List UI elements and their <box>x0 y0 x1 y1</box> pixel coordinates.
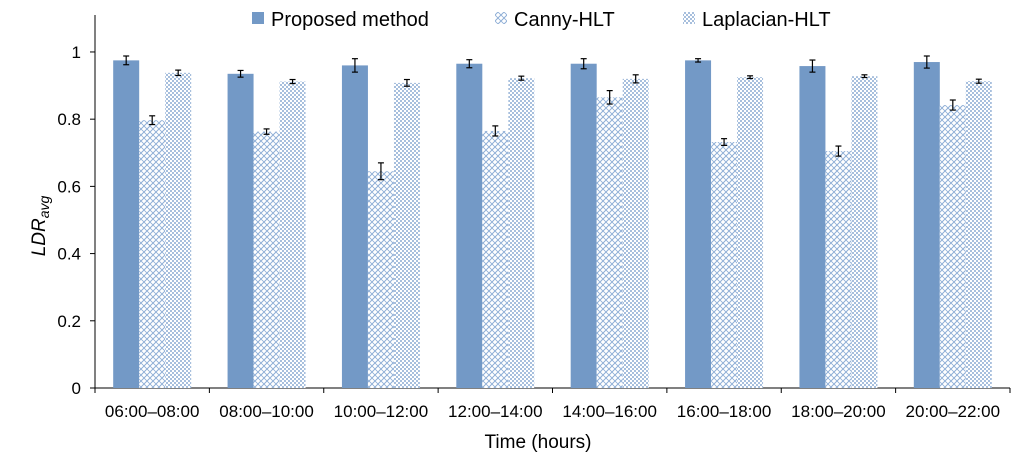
bars <box>113 60 992 389</box>
bar-canny-hlt <box>939 105 966 389</box>
x-axis-title: Time (hours) <box>485 432 592 453</box>
bar-laplacian-hlt <box>622 78 649 388</box>
y-tick-labels: 0 0.2 0.4 0.6 0.8 1 <box>57 43 81 398</box>
legend-label-laplacian-hlt: Laplacian-HLT <box>702 9 831 31</box>
bar-laplacian-hlt <box>737 77 764 389</box>
y-tick-label: 0.8 <box>57 110 81 129</box>
bar-laplacian-hlt <box>165 72 192 389</box>
legend-swatch-laplacian-hlt <box>683 12 695 24</box>
x-tick-label: 10:00–12:00 <box>334 402 429 421</box>
legend: Proposed method Canny-HLT Laplacian-HLT <box>252 9 831 31</box>
y-tick-label: 1 <box>72 43 81 62</box>
bar-laplacian-hlt <box>279 81 306 389</box>
bar-proposed-method <box>685 60 712 388</box>
bar-canny-hlt <box>711 142 738 388</box>
x-tick-label: 14:00–16:00 <box>562 402 657 421</box>
bar-laplacian-hlt <box>851 76 878 388</box>
y-tick-label: 0.4 <box>57 245 81 264</box>
bar-laplacian-hlt <box>393 82 420 389</box>
y-axis-title-subscript: avg <box>36 195 52 218</box>
legend-label-proposed-method: Proposed method <box>271 9 429 31</box>
bar-proposed-method <box>456 63 483 389</box>
bar-proposed-method <box>913 62 940 388</box>
bar-proposed-method <box>227 73 254 388</box>
x-tick-label: 08:00–10:00 <box>219 402 314 421</box>
x-tick-label: 20:00–22:00 <box>906 402 1001 421</box>
y-axis-title: LDRavg <box>29 195 52 256</box>
bar-canny-hlt <box>139 120 166 389</box>
x-tick-label: 12:00–14:00 <box>448 402 543 421</box>
x-tick-labels: 06:00–08:00 08:00–10:00 10:00–12:00 12:00–1… <box>105 402 1000 421</box>
bar-proposed-method <box>799 66 826 388</box>
bar-laplacian-hlt <box>965 81 992 388</box>
bar-canny-hlt <box>482 130 509 388</box>
legend-swatch-canny-hlt <box>495 12 507 24</box>
x-tick-label: 06:00–08:00 <box>105 402 200 421</box>
bar-proposed-method <box>341 65 368 389</box>
bar-canny-hlt <box>253 131 280 389</box>
legend-label-canny-hlt: Canny-HLT <box>514 9 615 31</box>
bar-canny-hlt <box>825 151 852 388</box>
bar-canny-hlt <box>367 171 394 388</box>
x-tick-label: 16:00–18:00 <box>677 402 772 421</box>
bar-canny-hlt <box>596 97 623 388</box>
y-tick-label: 0 <box>72 379 81 398</box>
bar-proposed-method <box>570 63 597 389</box>
y-tick-label: 0.6 <box>57 177 81 196</box>
error-bars <box>123 55 982 181</box>
bar-proposed-method <box>113 60 140 388</box>
y-tick-label: 0.2 <box>57 312 81 331</box>
y-axis-title-main: LDR <box>29 218 50 256</box>
legend-swatch-proposed-method <box>252 12 264 24</box>
x-tick-label: 18:00–20:00 <box>791 402 886 421</box>
bar-laplacian-hlt <box>508 78 535 388</box>
